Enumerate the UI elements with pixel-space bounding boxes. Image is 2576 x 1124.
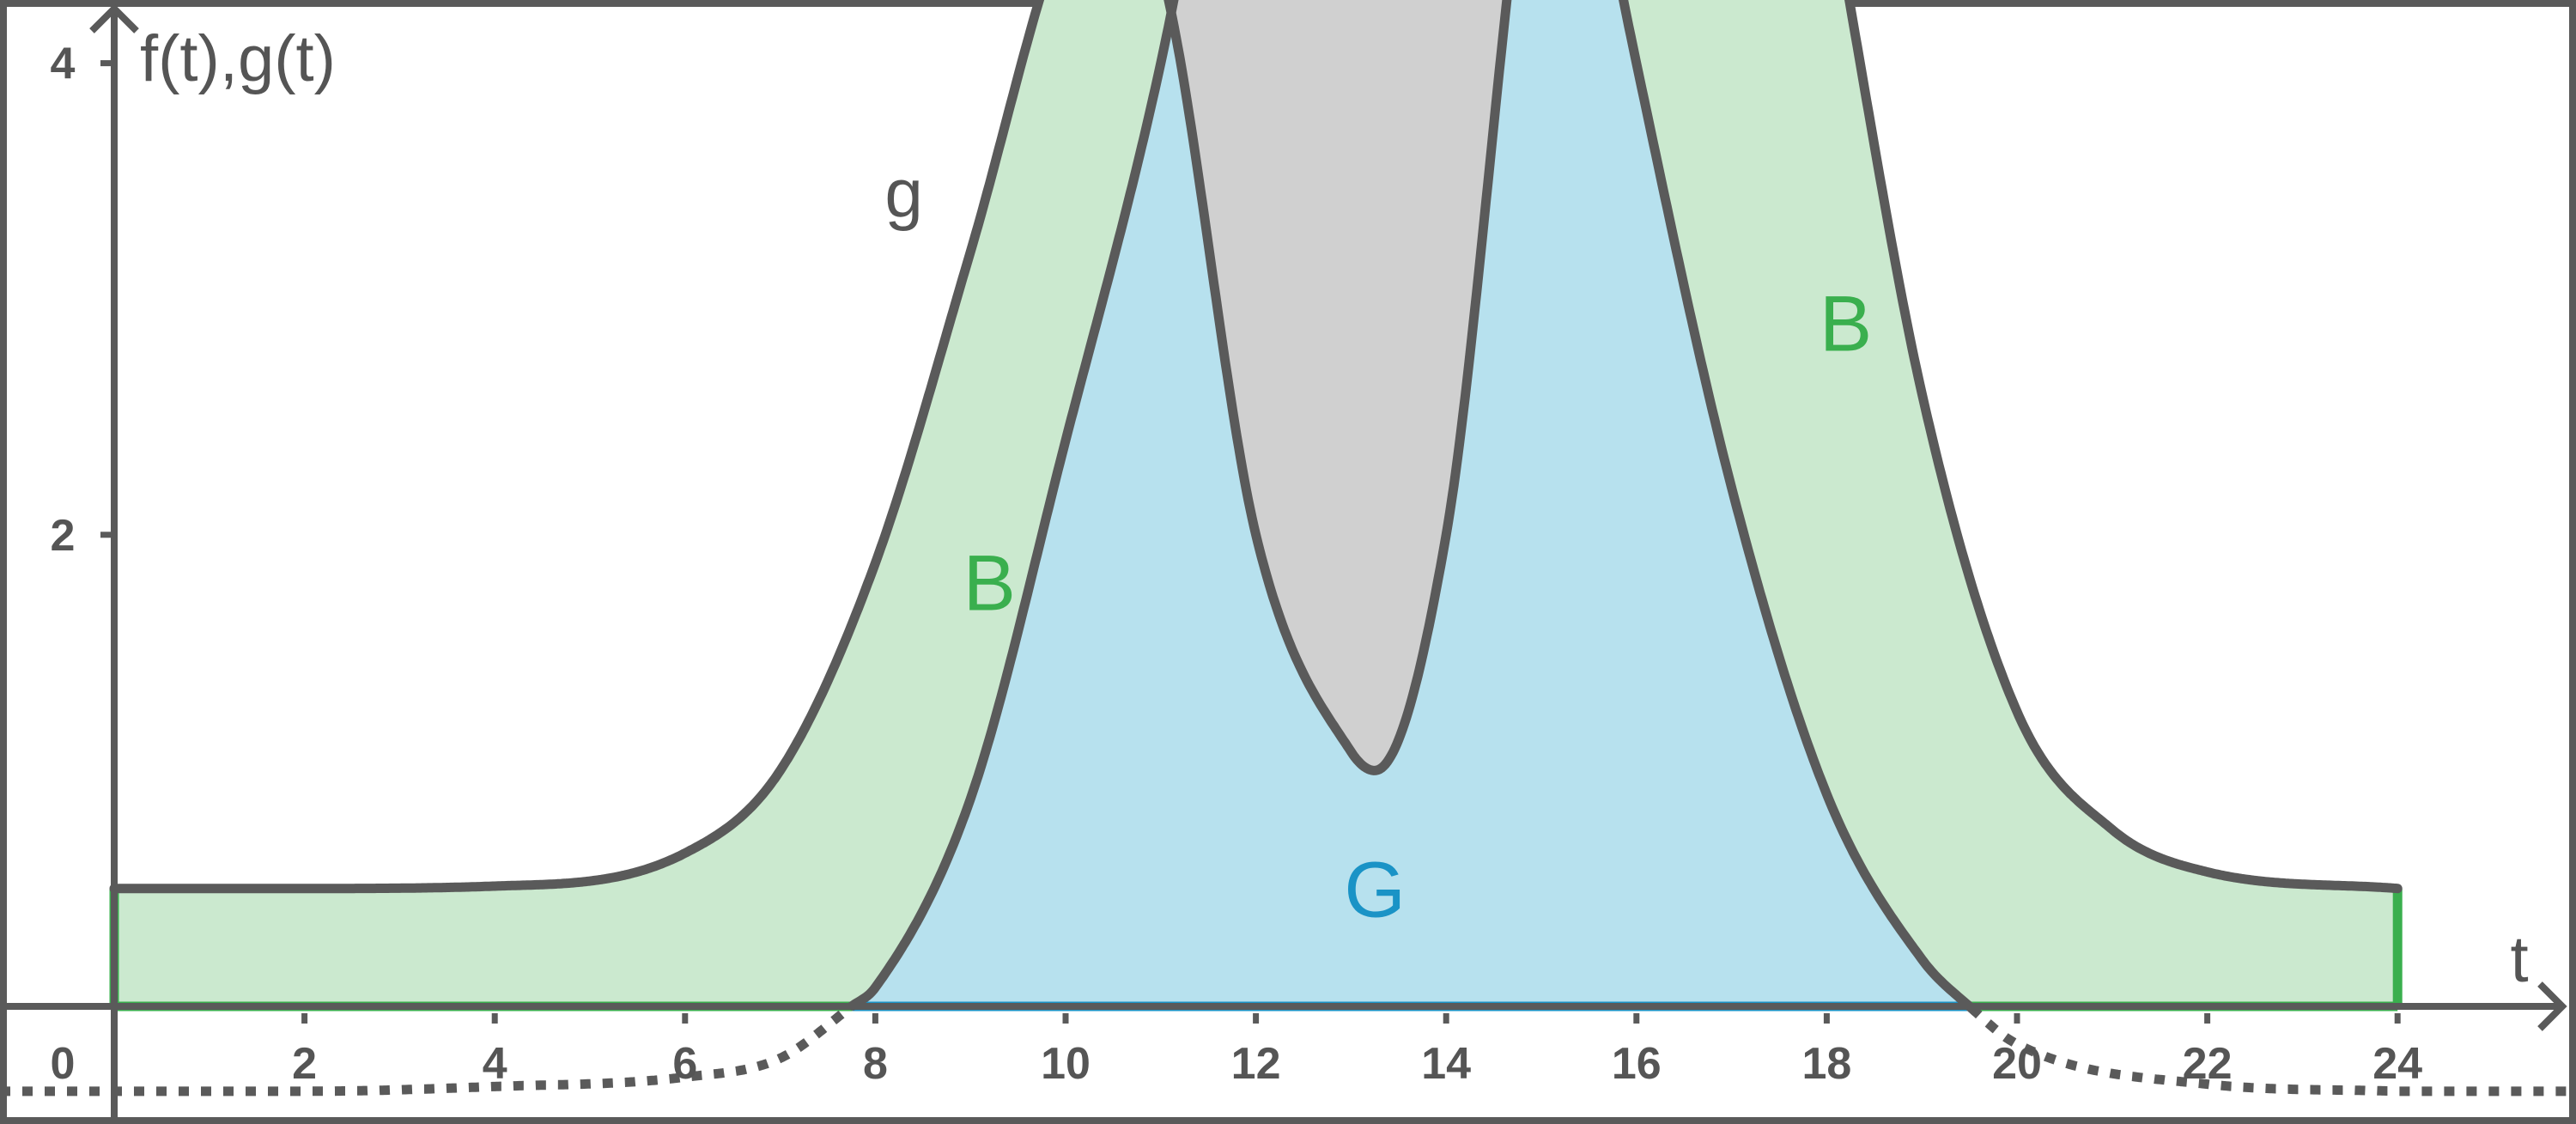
x-axis-arrow-icon: [2537, 981, 2567, 1031]
region-label-g: G: [1344, 847, 1406, 934]
region-g-fill: [114, 0, 2398, 1006]
x-tick-label: 20: [1992, 1039, 2042, 1089]
region-e-fill: [114, 0, 2398, 889]
x-tick-label: 18: [1801, 1039, 1851, 1089]
x-tick-label: 14: [1421, 1039, 1471, 1089]
region-b-fill: [114, 0, 2398, 1006]
x-tick-label: 4: [483, 1039, 507, 1089]
area-fills: [114, 0, 2398, 1006]
y-tick-label: 4: [51, 39, 76, 89]
region-label-b: B: [1820, 281, 1872, 368]
x-tick-label: 2: [292, 1039, 317, 1089]
series-f-line-negative: [0, 1001, 856, 1097]
x-tick-label: 0: [51, 1039, 76, 1089]
curves: [0, 0, 2576, 1097]
y-axis-title: f(t),g(t): [140, 22, 336, 95]
x-tick-label: 6: [672, 1039, 697, 1089]
y-tick-label: 2: [51, 511, 76, 561]
x-tick-label: 8: [863, 1039, 888, 1089]
y-axis-arrow-icon: [89, 3, 139, 33]
series-f-line: [848, 0, 1977, 1013]
x-tick-label: 16: [1612, 1039, 1662, 1089]
curve-label-g: g: [884, 155, 923, 232]
region-label-b: B: [963, 540, 1016, 628]
x-tick-label: 10: [1041, 1039, 1091, 1089]
x-tick-label: 22: [2183, 1039, 2233, 1089]
series-f-line-negative: [1968, 1004, 2576, 1097]
x-axis-title: t: [2510, 923, 2528, 996]
series-g-line: [109, 0, 2403, 894]
x-tick-label: 24: [2372, 1039, 2422, 1089]
labels: tf(t),g(t)fgBBEG: [140, 22, 2529, 996]
x-tick-label: 12: [1231, 1039, 1281, 1089]
